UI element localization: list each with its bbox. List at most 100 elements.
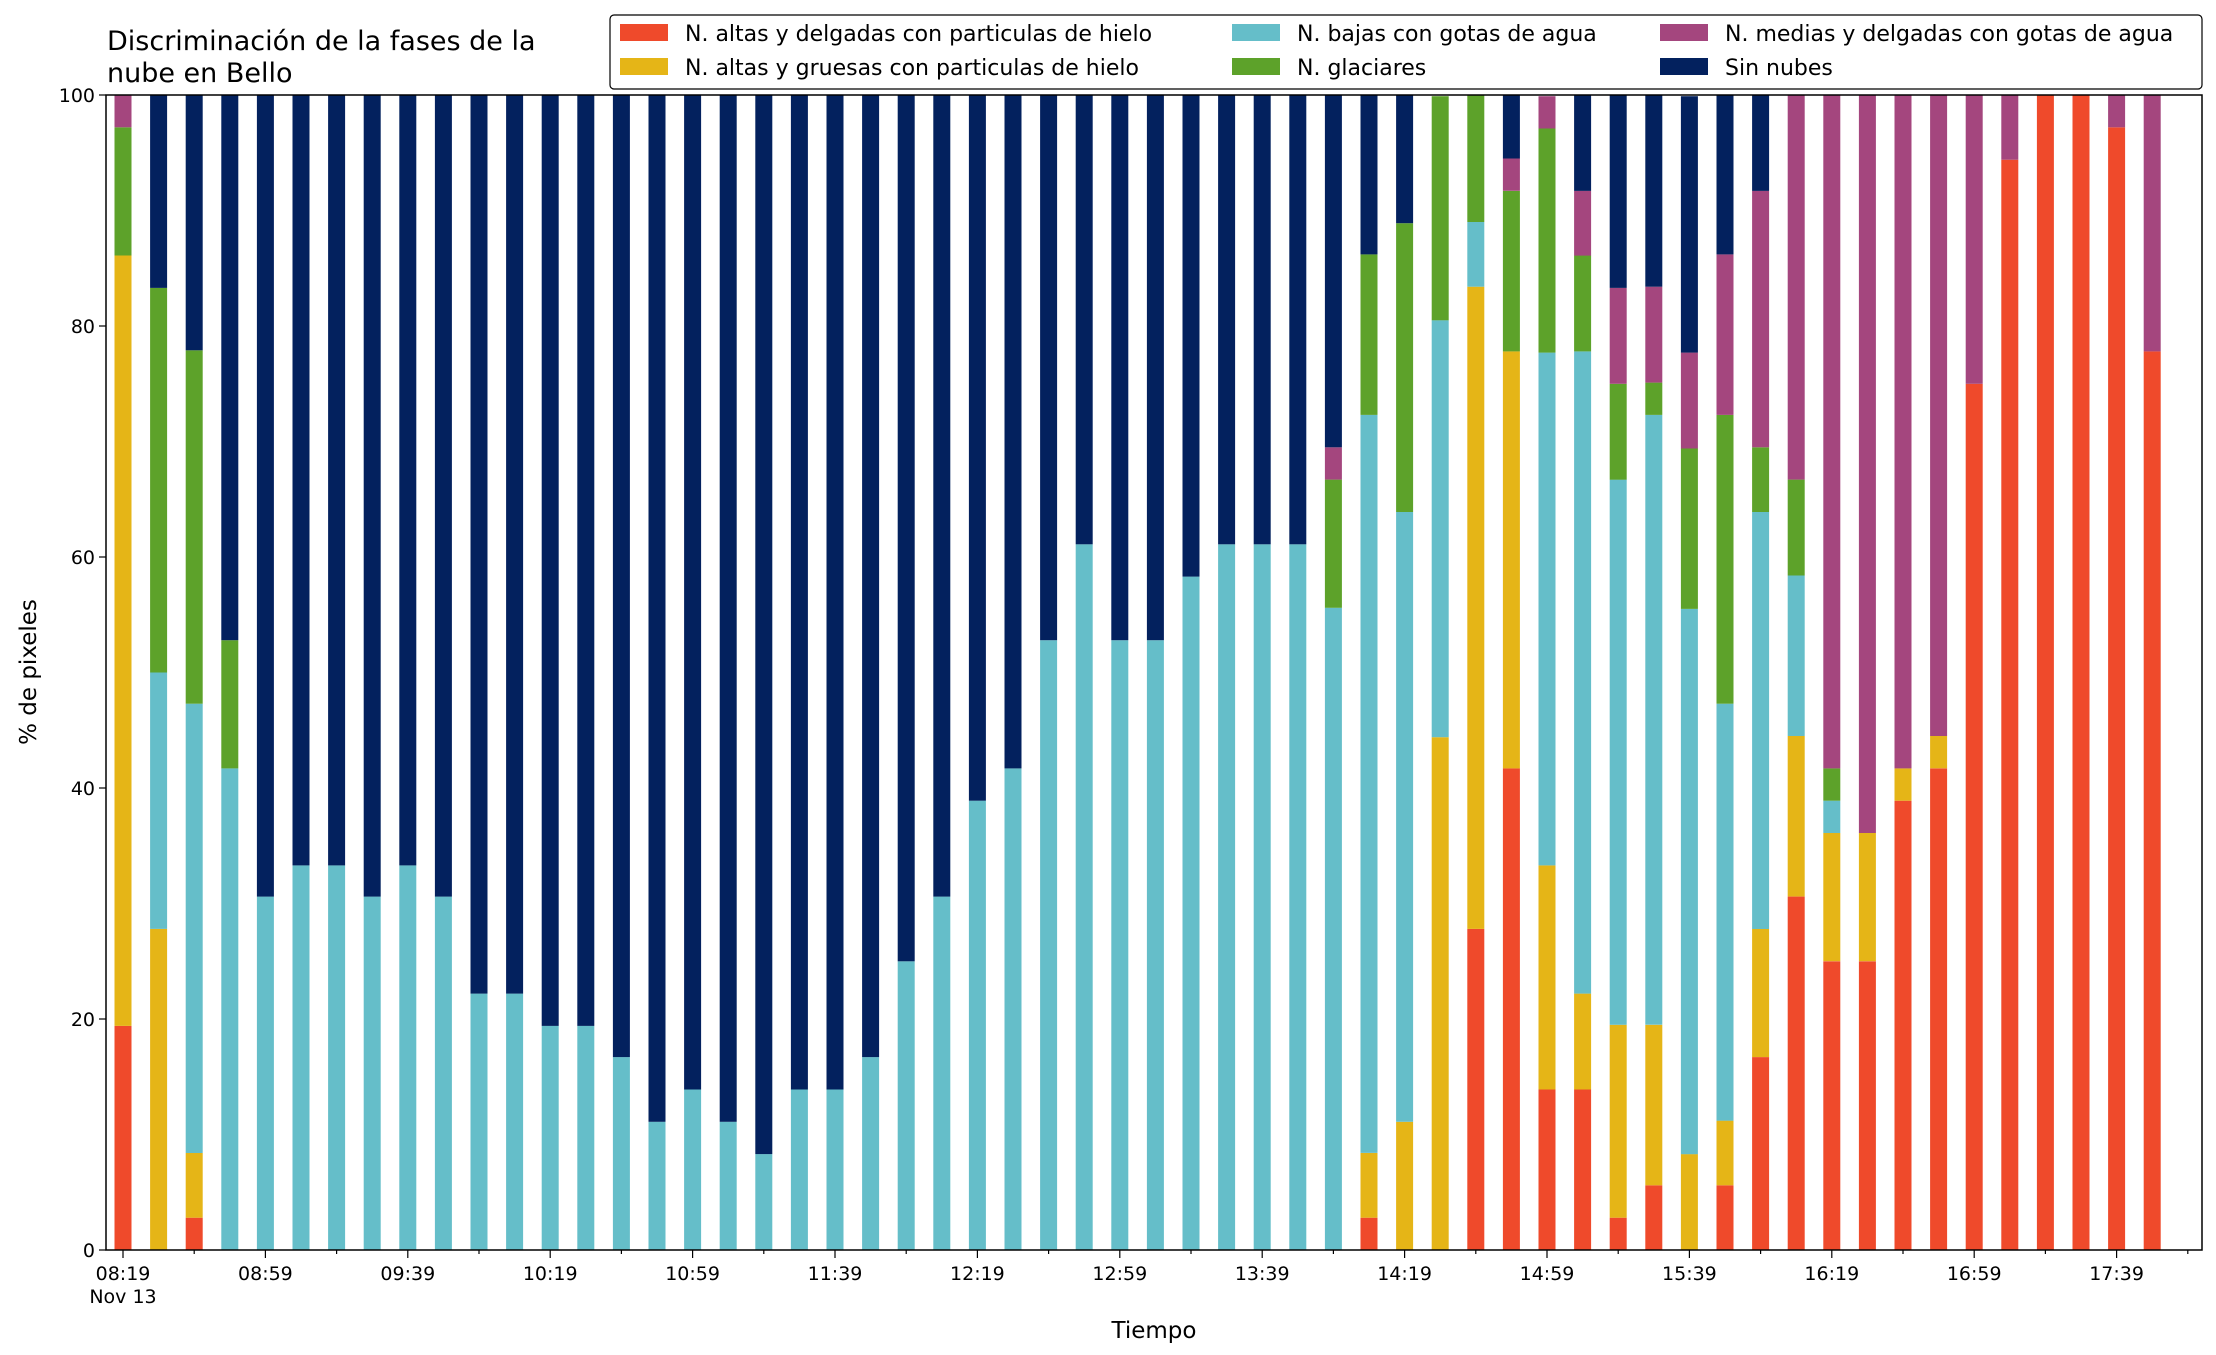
bar-segment [862, 95, 880, 1058]
bar-segment [185, 95, 203, 351]
bar-segment [1111, 95, 1129, 641]
bar-segment [1467, 95, 1485, 222]
bar-segment [1146, 640, 1164, 1250]
bar-segment [1538, 128, 1556, 353]
y-tick-label: 20 [71, 1009, 95, 1031]
bar-segment [1502, 768, 1520, 1250]
legend-label: Sin nubes [1725, 56, 1833, 81]
bar-segment [1787, 896, 1805, 1250]
bar-segment [2108, 95, 2126, 128]
legend-label: N. glaciares [1297, 56, 1426, 81]
bar-segment [1609, 479, 1627, 1025]
bar-segment [1324, 479, 1342, 608]
bar-segment [363, 896, 381, 1250]
bar-segment [1574, 351, 1592, 994]
bar-segment [1645, 1024, 1663, 1186]
bar-segment [1787, 479, 1805, 576]
x-tick-label: 10:59 [665, 1263, 720, 1285]
bar-segment [2001, 95, 2019, 160]
bar-segment [897, 95, 915, 962]
bar-segment [1075, 95, 1093, 545]
bar-segment [114, 95, 132, 128]
bar-segment [221, 95, 239, 641]
title-line-1: Discriminación de la fases de la [107, 26, 536, 57]
bar-segment [1609, 1217, 1627, 1250]
bar-segment [1858, 95, 1876, 833]
bar-segment [470, 95, 488, 994]
bar-segment [1752, 95, 1770, 191]
bar-segment [933, 95, 951, 897]
bar-segment [755, 95, 773, 1155]
bar-segment [1645, 95, 1663, 287]
legend-swatch [1232, 24, 1280, 41]
bar-segment [1716, 1185, 1734, 1250]
bar-segment [1680, 1154, 1698, 1250]
bar-segment [541, 1025, 559, 1250]
bar-segment [1752, 447, 1770, 512]
bar-segment [1752, 1057, 1770, 1250]
bar-segment [1787, 575, 1805, 736]
bar-segment [1965, 95, 1983, 384]
bar-segment [1289, 95, 1307, 545]
x-tick-label: 08:59 [238, 1263, 293, 1285]
legend-swatch [620, 24, 668, 41]
bar-segment [1680, 448, 1698, 609]
bar-segment [933, 896, 951, 1250]
legend-label: N. altas y delgadas con particulas de hi… [685, 22, 1152, 47]
x-tick-label: 15:39 [1662, 1263, 1717, 1285]
bar-segment [2143, 95, 2161, 352]
bar-segment [1111, 640, 1129, 1250]
x-tick-label: 12:59 [1092, 1263, 1147, 1285]
bar-segment [1680, 609, 1698, 1155]
bar-segment [1609, 383, 1627, 480]
bar-segment [790, 1089, 808, 1250]
bar-segment [1574, 190, 1592, 256]
bar-segment [1787, 95, 1805, 480]
bar-segment [434, 896, 452, 1250]
bar-segment [292, 865, 310, 1250]
legend-swatch [1660, 24, 1708, 41]
bar-segment [1431, 96, 1449, 321]
x-tick-label: 08:19 [96, 1263, 151, 1285]
bar-segment [1716, 254, 1734, 415]
y-tick-label: 40 [71, 778, 95, 800]
bar-segment [1645, 1185, 1663, 1250]
bar-segment [1396, 95, 1414, 224]
bar-segment [1609, 287, 1627, 384]
bar-segment [2036, 95, 2054, 1250]
bar-segment [114, 1025, 132, 1250]
bar-segment [150, 928, 168, 1250]
legend-label: N. bajas con gotas de agua [1297, 22, 1597, 47]
bar-segment [1609, 95, 1627, 288]
bar-segment [1040, 95, 1058, 641]
chart-title: Discriminación de la fases de la nube en… [107, 26, 536, 89]
bar-segment [1040, 640, 1058, 1250]
bar-segment [1360, 1153, 1378, 1218]
bar-segment [1431, 320, 1449, 738]
bar-segment [1324, 95, 1342, 448]
x-tick-label: 14:59 [1520, 1263, 1575, 1285]
bar-segment [1823, 800, 1841, 833]
y-tick-label: 100 [59, 85, 95, 107]
legend-label: N. medias y delgadas con gotas de agua [1725, 22, 2173, 47]
bar-segment [1752, 928, 1770, 1058]
bar-segment [434, 95, 452, 897]
bar-segment [1538, 1089, 1556, 1250]
bar-segment [1431, 737, 1449, 1250]
plot-frame [105, 94, 2203, 1251]
x-tick-label: 10:19 [523, 1263, 578, 1285]
bar-segment [1004, 95, 1022, 769]
bar-segment [1396, 1121, 1414, 1250]
legend-swatch [620, 58, 668, 75]
bar-segment [292, 95, 310, 866]
bar-segment [1502, 95, 1520, 159]
bar-segment [2001, 159, 2019, 1251]
bar-segment [1360, 254, 1378, 415]
bar-segment [719, 95, 737, 1122]
bar-segment [577, 1025, 595, 1250]
bar-segment [114, 255, 132, 1026]
bar-segment [1965, 383, 1983, 1251]
bar-segment [1467, 286, 1485, 929]
bar-segment [399, 95, 417, 866]
